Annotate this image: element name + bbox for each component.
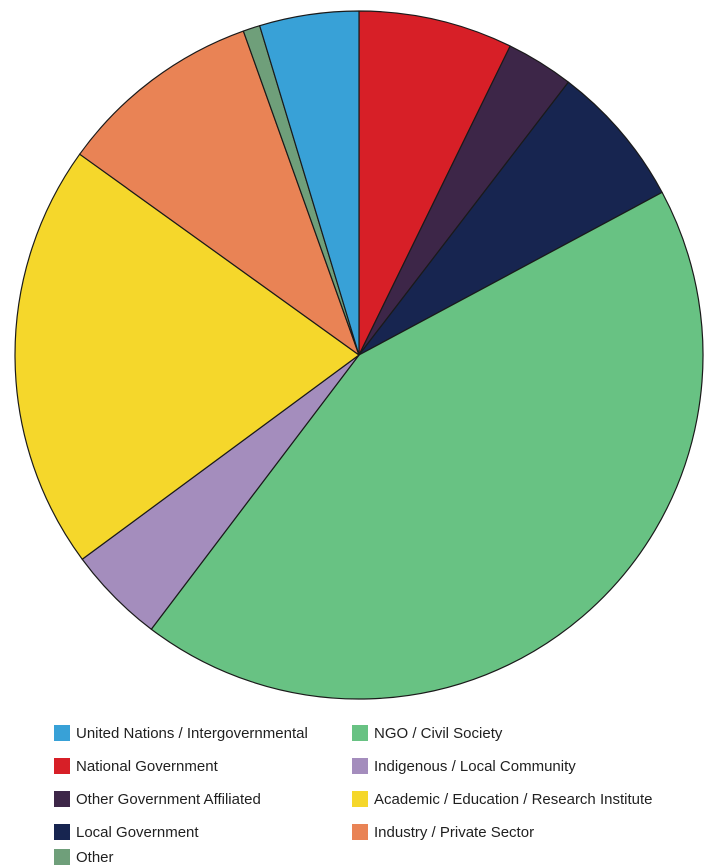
legend-swatch [54, 849, 70, 865]
legend-item-indigenous: Indigenous / Local Community [352, 757, 576, 775]
pie-slice-national-government [358, 10, 511, 356]
legend-label: NGO / Civil Society [374, 724, 503, 742]
legend-swatch [54, 758, 70, 774]
legend-swatch [54, 725, 70, 741]
pie-slice-ngo-civil-society [150, 191, 704, 700]
legend-item-national-government: National Government [54, 757, 218, 775]
legend-item-ngo: NGO / Civil Society [352, 724, 502, 742]
pie-slice-local-government [358, 81, 663, 356]
pie-slice-industry-private-sector [79, 30, 360, 356]
legend-item-other-government: Other Government Affiliated [54, 790, 261, 808]
legend-swatch [352, 758, 368, 774]
legend-label: United Nations / Intergovernmental [76, 724, 308, 742]
legend-label: Other [76, 848, 114, 866]
legend-item-academic: Academic / Education / Research Institut… [352, 790, 652, 808]
pie-slice-united-nations-intergovernmental [259, 10, 360, 356]
legend-swatch [352, 791, 368, 807]
legend-label: Other Government Affiliated [76, 790, 261, 808]
legend-label: National Government [76, 757, 218, 775]
legend-label: Academic / Education / Research Institut… [374, 790, 653, 808]
legend-item-industry: Industry / Private Sector [352, 823, 534, 841]
pie-chart [14, 10, 704, 700]
legend-label: Industry / Private Sector [374, 823, 535, 841]
legend-swatch [352, 824, 368, 840]
legend-item-other: Other [54, 848, 114, 866]
pie-slice-academic-education-research-institute [14, 153, 360, 560]
legend-label: Local Government [76, 823, 199, 841]
legend-item-local-government: Local Government [54, 823, 199, 841]
legend-item-united-nations: United Nations / Intergovernmental [54, 724, 308, 742]
legend-swatch [352, 725, 368, 741]
legend-swatch [54, 824, 70, 840]
legend-label: Indigenous / Local Community [374, 757, 576, 775]
legend-swatch [54, 791, 70, 807]
